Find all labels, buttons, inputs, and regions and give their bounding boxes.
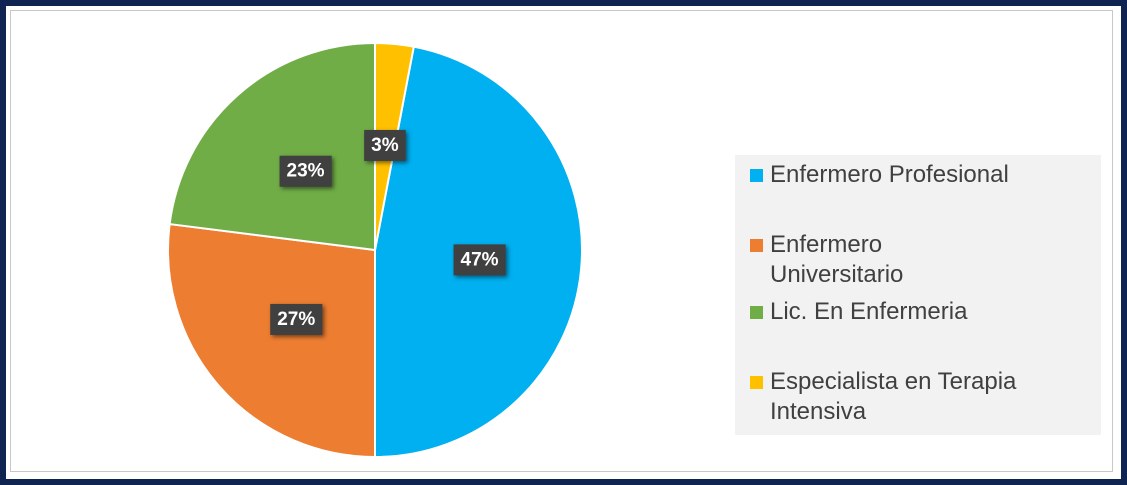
legend-swatch: [750, 169, 763, 182]
data-label-box: [279, 155, 332, 187]
legend-item: Lic. En Enfermeria: [750, 297, 1100, 327]
data-label-box: [270, 303, 323, 335]
legend-item: Enfermero Universitario: [750, 230, 970, 290]
legend-label: Especialista en Terapia Intensiva: [770, 368, 1017, 425]
legend-swatch: [750, 306, 763, 319]
data-label: 3%: [371, 135, 399, 156]
legend-swatch: [750, 239, 763, 252]
data-label: 23%: [287, 161, 325, 182]
pie-slice: [167, 222, 376, 459]
legend-item: Especialista en Terapia Intensiva: [750, 367, 1100, 427]
legend: Enfermero Profesional Enfermero Universit…: [735, 155, 1101, 435]
legend-label: Enfermero Universitario: [770, 231, 904, 288]
data-label-box: [453, 244, 506, 276]
data-label-box: [364, 129, 406, 161]
legend-label: Lic. En Enfermeria: [770, 298, 968, 325]
legend-item: Enfermero Profesional: [750, 160, 1100, 190]
legend-swatch: [750, 376, 763, 389]
data-label: 47%: [461, 249, 499, 270]
data-label: 27%: [277, 309, 315, 330]
pie-slice: [168, 41, 376, 252]
legend-label: Enfermero Profesional: [770, 161, 1009, 188]
